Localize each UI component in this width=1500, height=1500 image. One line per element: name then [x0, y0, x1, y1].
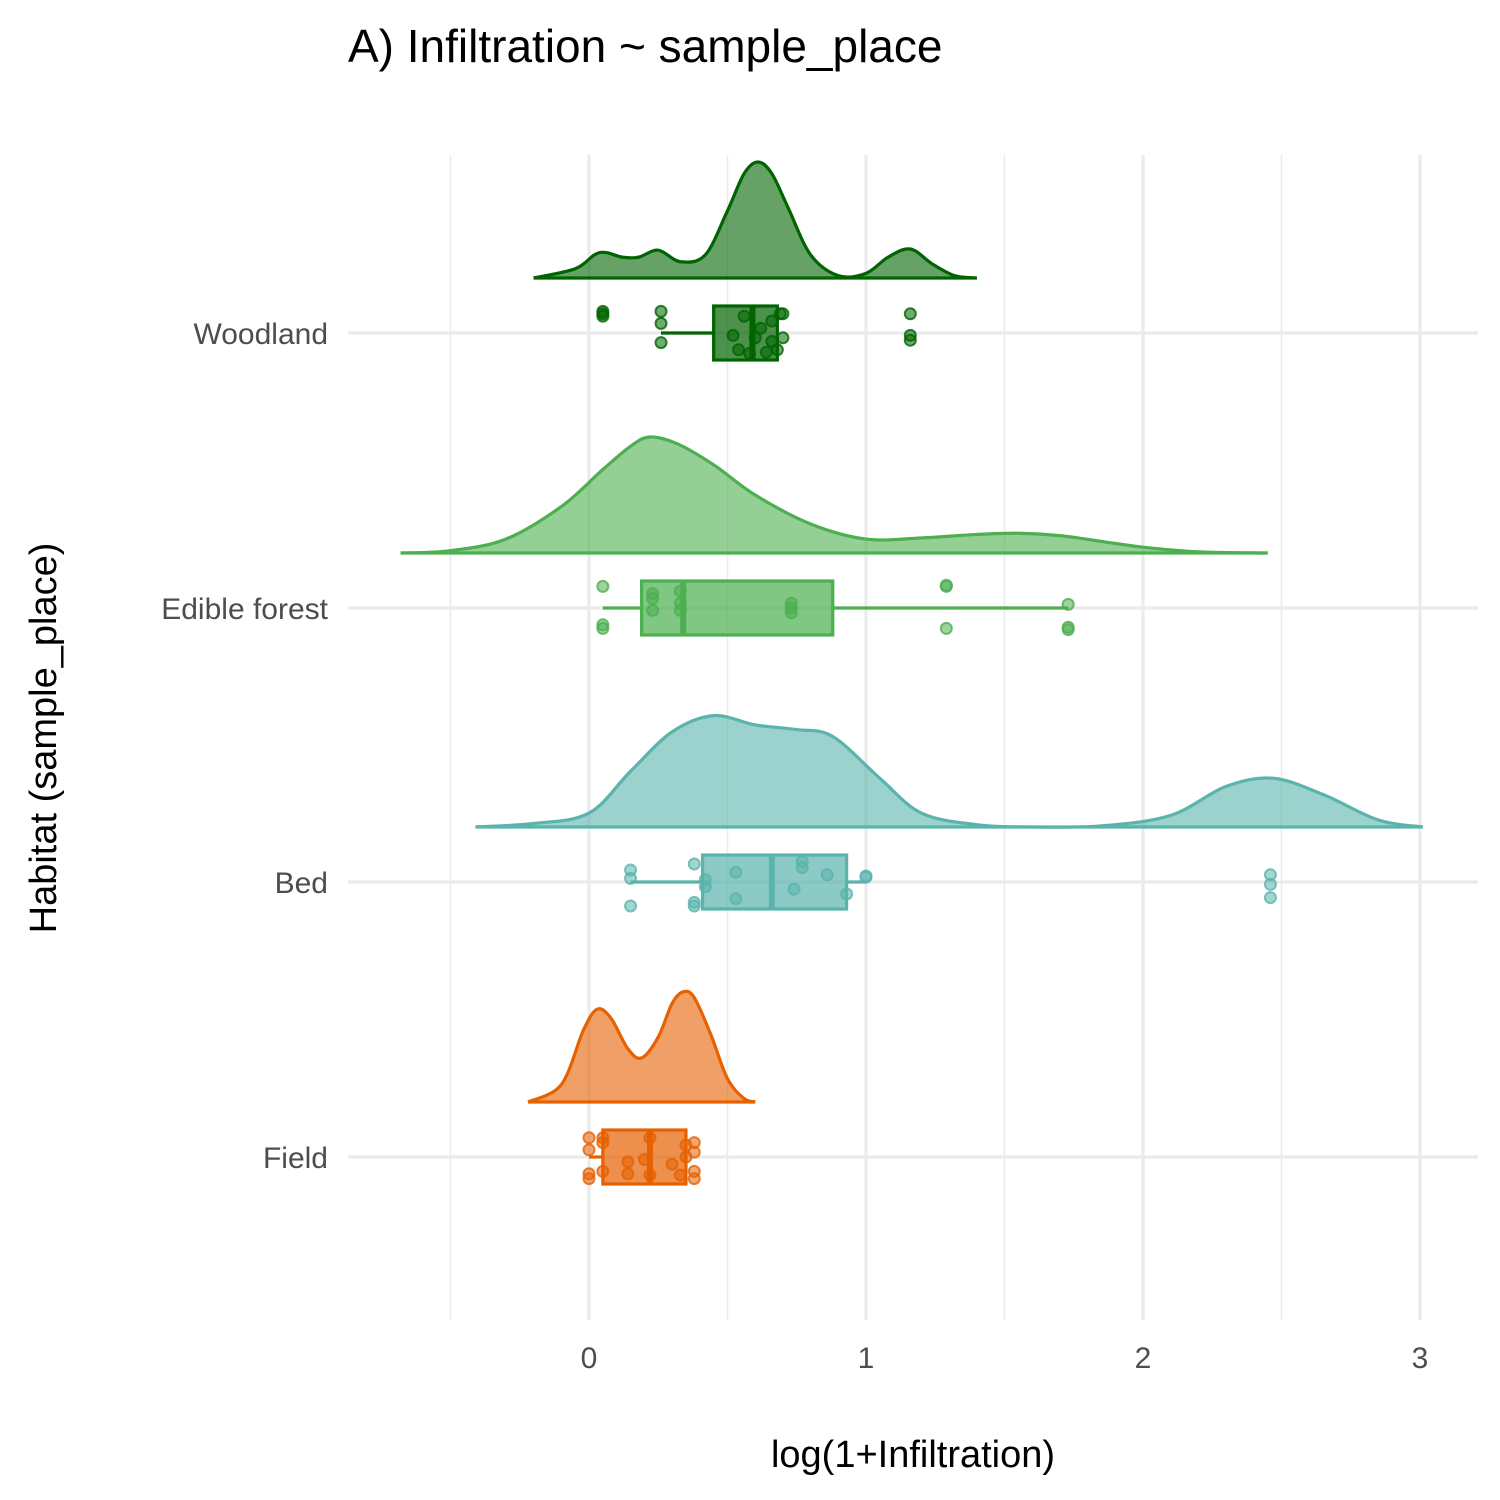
data-point: [582, 1131, 596, 1145]
points-layer: [582, 304, 1277, 1186]
data-point: [673, 1168, 687, 1182]
data-point: [903, 307, 917, 321]
tick-label-layer: 0 1 2 3 Woodland Edible forest Bed Field: [161, 318, 1428, 1375]
data-point: [624, 899, 638, 913]
data-point: [737, 309, 751, 323]
data-point: [795, 855, 809, 869]
density-area: [400, 436, 1268, 553]
data-point: [582, 1167, 596, 1181]
data-point: [637, 1152, 651, 1166]
data-point: [654, 316, 668, 330]
data-point: [673, 584, 687, 598]
data-point: [1061, 597, 1075, 611]
data-point: [787, 882, 801, 896]
data-point: [654, 304, 668, 318]
y-tick-label: Bed: [275, 867, 328, 900]
data-point: [776, 331, 790, 345]
data-point: [759, 345, 773, 359]
data-point: [743, 346, 757, 360]
data-point: [1061, 620, 1075, 634]
data-point: [673, 596, 687, 610]
data-point: [754, 321, 768, 335]
data-point: [643, 1131, 657, 1145]
data-point: [621, 1155, 635, 1169]
y-axis-title: Habitat (sample_place): [23, 543, 65, 934]
density-outline: [475, 714, 1424, 829]
data-point: [596, 1131, 610, 1145]
data-point: [784, 596, 798, 610]
density-area: [533, 162, 977, 278]
data-point: [732, 343, 746, 357]
data-point: [624, 863, 638, 877]
density-layer: [400, 160, 1424, 1104]
data-point: [776, 307, 790, 321]
y-tick-label: Edible forest: [161, 593, 328, 626]
data-point: [596, 1164, 610, 1178]
data-point: [687, 857, 701, 871]
data-point: [596, 618, 610, 632]
data-point: [596, 579, 610, 593]
density-outline: [400, 435, 1268, 555]
data-point: [820, 868, 834, 882]
density-area: [528, 991, 756, 1102]
data-point: [748, 331, 762, 345]
data-point: [698, 873, 712, 887]
data-point: [859, 869, 873, 883]
density-area: [475, 715, 1423, 828]
data-point: [596, 304, 610, 318]
y-tick-label: Field: [263, 1142, 328, 1175]
x-tick-label: 0: [581, 1342, 598, 1375]
x-tick-label: 1: [858, 1342, 875, 1375]
data-point: [939, 621, 953, 635]
data-point: [687, 1136, 701, 1150]
data-point: [1263, 868, 1277, 882]
data-point: [903, 333, 917, 347]
data-point: [840, 887, 854, 901]
data-point: [582, 1143, 596, 1157]
data-point: [654, 336, 668, 350]
data-point: [665, 1157, 679, 1171]
box-iqr: [640, 579, 835, 637]
data-point: [643, 1168, 657, 1182]
data-point: [939, 578, 953, 592]
data-point: [1263, 891, 1277, 905]
x-axis-title: log(1+Infiltration): [771, 1434, 1055, 1476]
data-point: [646, 603, 660, 617]
data-point: [646, 587, 660, 601]
data-point: [621, 1167, 635, 1181]
x-tick-label: 3: [1412, 1342, 1429, 1375]
data-point: [729, 865, 743, 879]
data-point: [765, 314, 779, 328]
data-point: [687, 895, 701, 909]
y-tick-label: Woodland: [193, 318, 328, 351]
data-point: [729, 892, 743, 906]
data-point: [726, 328, 740, 342]
data-point: [770, 343, 784, 357]
data-point: [687, 1164, 701, 1178]
x-tick-label: 2: [1135, 1342, 1152, 1375]
density-outline: [527, 989, 756, 1104]
chart-title: A) Infiltration ~ sample_place: [348, 20, 942, 72]
density-outline: [533, 160, 977, 280]
